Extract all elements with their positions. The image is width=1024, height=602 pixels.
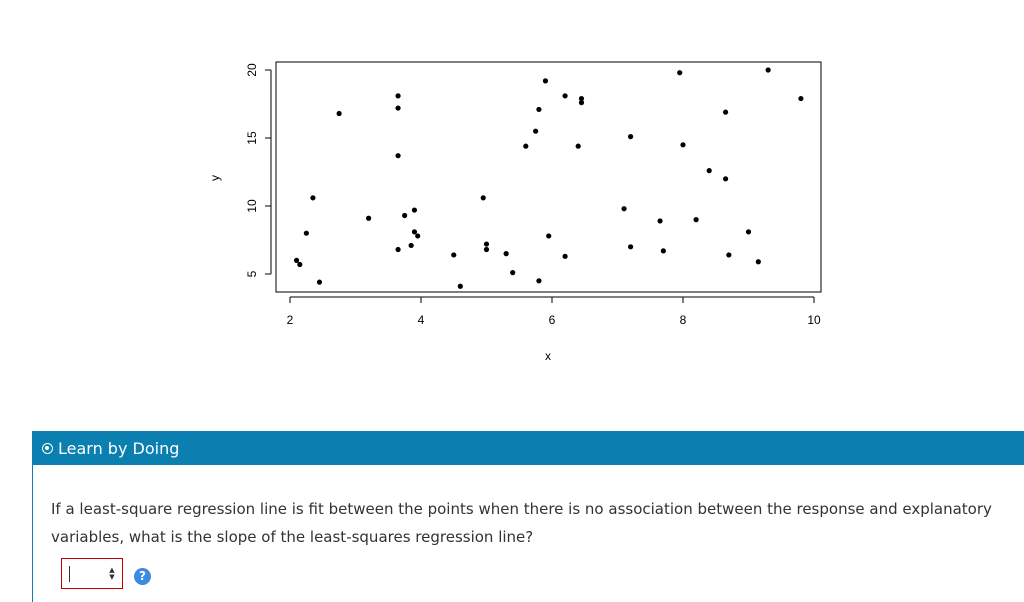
data-point [536, 278, 542, 284]
data-point [297, 261, 303, 268]
y-tick-label: 5 [245, 270, 259, 277]
question-mark-icon[interactable]: ? [134, 568, 151, 585]
data-point [310, 195, 316, 201]
x-tick-label: 4 [418, 313, 425, 327]
x-tick-label: 6 [549, 313, 556, 327]
spinner-down-icon[interactable]: ▼ [109, 573, 115, 581]
data-point [523, 143, 529, 149]
data-point [628, 134, 634, 140]
data-point [755, 259, 761, 265]
data-point [745, 229, 752, 235]
data-point [657, 218, 663, 224]
data-point [798, 95, 804, 102]
x-tick-label: 10 [807, 313, 821, 327]
data-point [722, 109, 729, 115]
data-point [483, 241, 490, 247]
data-point [457, 283, 463, 289]
data-point [411, 229, 418, 235]
data-point [706, 168, 712, 174]
y-axis-label: y [208, 175, 222, 181]
x-tick-label: 8 [680, 313, 687, 327]
number-spinner[interactable]: ▲ ▼ [108, 566, 116, 582]
data-point [693, 217, 699, 223]
data-point [451, 252, 457, 258]
data-point [536, 106, 542, 113]
y-tick-label: 10 [245, 199, 259, 213]
x-axis: 2 4 6 8 10 [287, 296, 821, 327]
data-point [395, 153, 401, 159]
data-point [336, 110, 342, 117]
y-axis: 5 10 15 20 [245, 63, 272, 277]
banner-title: Learn by Doing [58, 438, 180, 458]
data-point [303, 230, 309, 236]
data-point [562, 93, 568, 99]
data-point [578, 95, 585, 102]
x-axis-label: x [545, 349, 551, 363]
data-point [402, 212, 408, 219]
y-tick-label: 15 [245, 131, 259, 145]
data-point [408, 242, 414, 249]
data-point [366, 215, 372, 221]
learn-by-doing-banner: Learn by Doing [32, 431, 1024, 465]
question-panel: If a least-square regression line is fit… [32, 465, 1024, 602]
data-points [293, 67, 804, 289]
data-point [765, 67, 771, 73]
question-text: If a least-square regression line is fit… [51, 500, 992, 546]
data-point [546, 233, 552, 239]
data-point [415, 233, 421, 239]
plot-frame [275, 61, 822, 293]
data-point [628, 244, 634, 250]
spinner-up-icon[interactable]: ▲ [109, 566, 115, 574]
data-point [575, 143, 581, 149]
data-point [533, 128, 539, 134]
text-caret [69, 566, 70, 582]
data-point [411, 207, 418, 213]
data-point [395, 93, 401, 99]
scatter-plot: 2 4 6 8 10 5 10 15 20 x y [208, 61, 822, 363]
data-point [395, 246, 401, 253]
data-point [726, 252, 732, 258]
data-point [660, 248, 666, 254]
scatter-plot-figure: 2 4 6 8 10 5 10 15 20 x y [208, 61, 822, 363]
data-point [578, 100, 585, 106]
y-tick-label: 20 [245, 63, 259, 77]
data-point [395, 105, 401, 111]
answer-number-field[interactable]: ▲ ▼ [61, 558, 123, 589]
data-point [621, 206, 627, 212]
data-point [680, 142, 686, 148]
data-point [562, 253, 568, 259]
data-point [316, 279, 323, 285]
data-point [542, 78, 549, 84]
radio-bullet-icon [42, 442, 53, 454]
x-tick-label: 2 [287, 313, 294, 327]
data-point [677, 70, 683, 76]
data-point [480, 195, 486, 201]
data-point [483, 246, 490, 253]
data-point [510, 270, 516, 276]
data-point [293, 257, 300, 263]
data-point [503, 251, 509, 257]
data-point [722, 176, 729, 182]
